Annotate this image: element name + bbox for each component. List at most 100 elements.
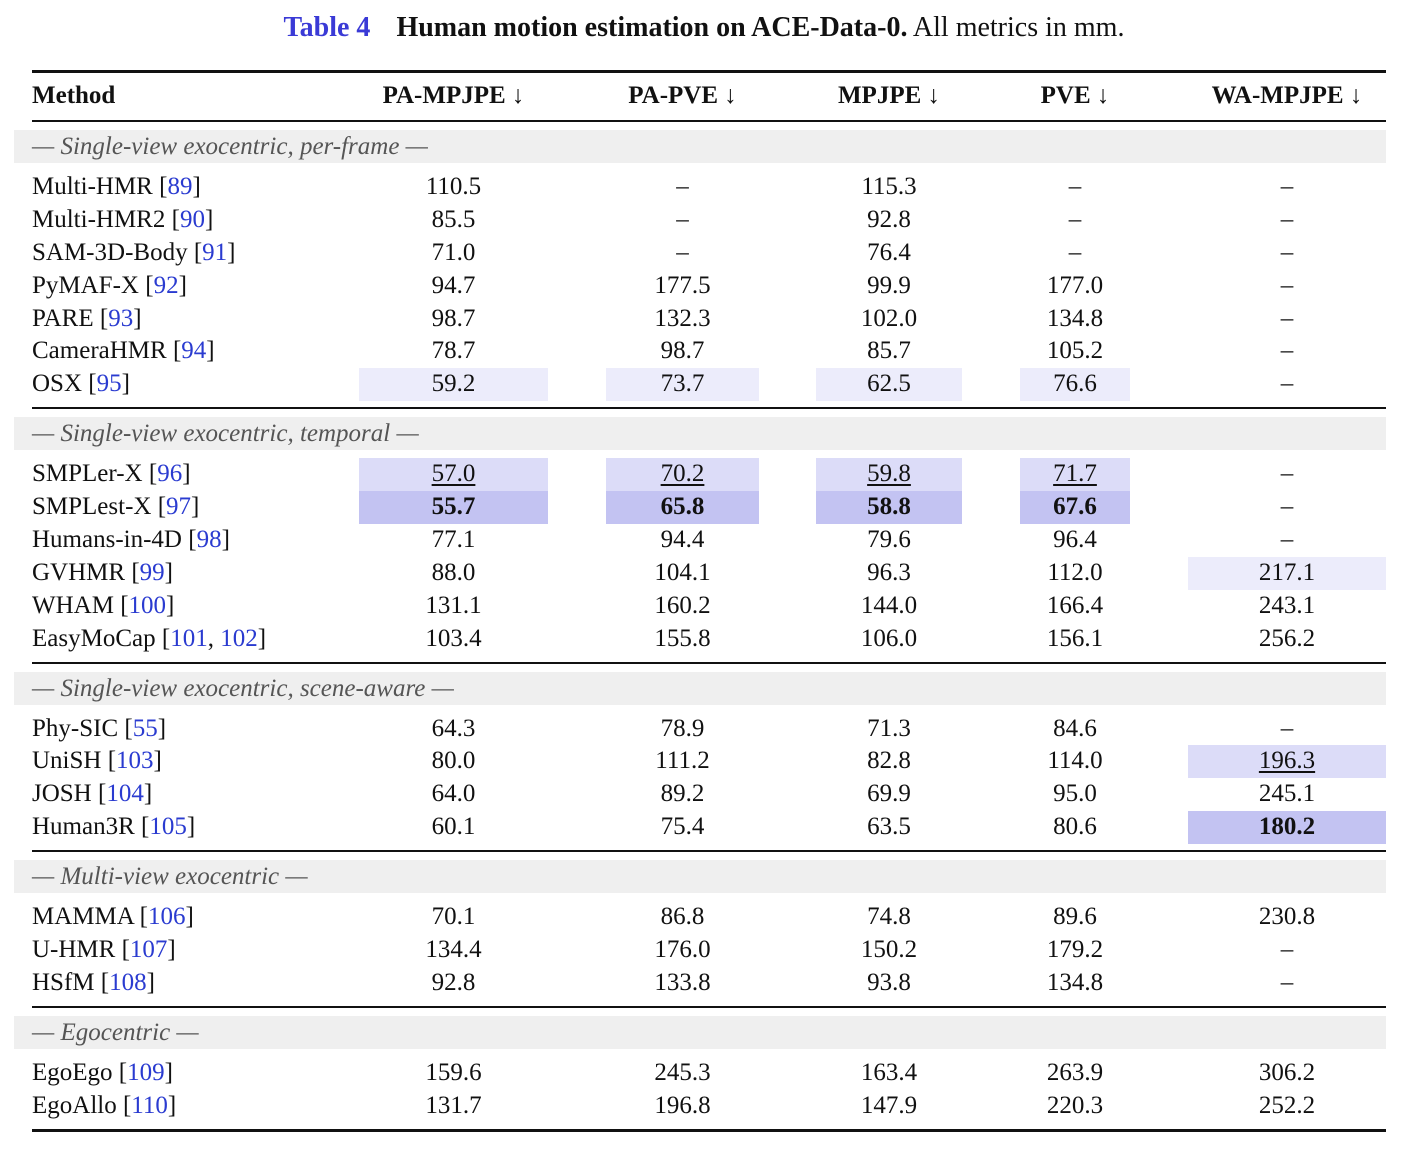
citation-link[interactable]: 101: [170, 624, 208, 652]
method-cell: Multi-HMR [89]: [32, 173, 201, 200]
value-wa-mpjpe: 217.1: [1188, 556, 1386, 590]
value-wa-mpjpe: 230.8: [1258, 903, 1316, 931]
citation-link[interactable]: 97: [166, 493, 192, 521]
value-pa-pve: 160.2: [654, 591, 711, 619]
table-body: — Single-view exocentric, per-frame — Mul…: [14, 120, 1386, 1132]
value-pve: 84.6: [1053, 714, 1097, 742]
method-cell: SAM-3D-Body [91]: [32, 238, 236, 266]
column-header-pa-pve: PA-PVE ↓: [628, 82, 737, 109]
value-pa-pve: 111.2: [655, 747, 710, 775]
citation-link[interactable]: 93: [108, 304, 134, 332]
value-wa-mpjpe: –: [1280, 714, 1294, 742]
citation-link[interactable]: 102: [220, 624, 258, 652]
table-row: EgoEgo [109] 159.6 245.3 163.4 263.9 306.2: [14, 1057, 1386, 1090]
value-pve: 220.3: [1046, 1091, 1104, 1119]
method-name: Phy-SIC: [32, 714, 119, 742]
table-row: GVHMR [99] 88.0 104.1 96.3 112.0 217.1: [14, 556, 1386, 590]
citation-link[interactable]: 104: [106, 780, 144, 808]
value-pve: 263.9: [1046, 1058, 1104, 1086]
value-mpjpe: 63.5: [867, 813, 911, 841]
method-name: EasyMoCap: [32, 624, 156, 652]
table-row: SMPLer-X [96] 57.0 70.2 59.8 71.7 –: [14, 458, 1386, 492]
section-title: — Single-view exocentric, scene-aware —: [14, 671, 1386, 705]
value-mpjpe: 115.3: [861, 173, 917, 200]
table-row: HSfM [108] 92.8 133.8 93.8 134.8 –: [14, 967, 1386, 1000]
table-row: U-HMR [107] 134.4 176.0 150.2 179.2 –: [14, 934, 1386, 967]
citation-link[interactable]: 91: [202, 238, 228, 266]
method-name: MAMMA: [32, 903, 134, 931]
citation-link[interactable]: 98: [196, 526, 222, 554]
method-cell: CameraHMR [94]: [32, 337, 215, 365]
value-pve: 95.0: [1053, 780, 1097, 808]
value-mpjpe: 93.8: [867, 968, 911, 996]
citation-link[interactable]: 108: [109, 968, 147, 996]
method-cell: Human3R [105]: [32, 813, 196, 841]
table-row: Human3R [105] 60.1 75.4 63.5 80.6 180.2: [14, 811, 1386, 845]
method-cell: U-HMR [107]: [32, 936, 176, 964]
citation-link[interactable]: 107: [129, 936, 168, 964]
value-pa-pve: 177.5: [654, 271, 711, 299]
value-pa-pve: 176.0: [654, 936, 711, 964]
citation-link[interactable]: 92: [153, 271, 179, 299]
value-pve: 76.6: [1020, 368, 1130, 402]
method-cell: UniSH [103]: [32, 747, 162, 775]
value-pa-mpjpe: 110.5: [425, 173, 482, 200]
value-pa-mpjpe: 78.7: [431, 337, 476, 365]
method-name: CameraHMR: [32, 337, 167, 365]
value-mpjpe: 144.0: [860, 591, 918, 619]
citation-link[interactable]: 96: [157, 460, 183, 488]
value-wa-mpjpe: 306.2: [1258, 1058, 1316, 1086]
citation-link[interactable]: 99: [139, 558, 165, 586]
value-pa-mpjpe: 85.5: [431, 205, 476, 233]
method-cell: EasyMoCap [101, 102]: [32, 624, 267, 652]
method-name: SMPLest-X: [32, 493, 152, 521]
value-pa-pve: 196.8: [654, 1091, 711, 1119]
citation-link[interactable]: 95: [96, 370, 122, 398]
citation-link[interactable]: 109: [127, 1058, 165, 1086]
value-wa-mpjpe: –: [1280, 337, 1294, 365]
value-wa-mpjpe: 256.2: [1258, 624, 1316, 652]
method-name: SMPLer-X: [32, 460, 143, 488]
value-pa-pve: 78.9: [660, 714, 705, 742]
value-wa-mpjpe: –: [1280, 304, 1294, 332]
citation-link[interactable]: 94: [181, 337, 207, 365]
value-mpjpe: 79.6: [867, 526, 911, 554]
citation-link[interactable]: 89: [167, 173, 193, 200]
value-mpjpe: 62.5: [816, 368, 962, 402]
citation-link[interactable]: 90: [179, 205, 205, 233]
method-name: JOSH: [32, 780, 92, 808]
value-pa-pve: 133.8: [654, 968, 711, 996]
section-rule: [32, 850, 1386, 853]
value-pa-pve: 155.8: [654, 624, 711, 652]
value-pa-mpjpe: 88.0: [431, 558, 476, 586]
section-title: — Single-view exocentric, per-frame —: [14, 130, 1386, 163]
value-pa-pve: 98.7: [660, 337, 705, 365]
value-pa-mpjpe: 71.0: [431, 238, 476, 266]
method-cell: OSX [95]: [32, 370, 130, 398]
method-name: SAM-3D-Body: [32, 238, 188, 266]
method-cell: EgoEgo [109]: [32, 1058, 173, 1086]
caption-note: All metrics in mm.: [907, 12, 1125, 43]
value-pa-pve: 245.3: [654, 1058, 711, 1086]
citation-link[interactable]: 100: [128, 591, 167, 619]
value-wa-mpjpe: 180.2: [1188, 811, 1386, 845]
value-mpjpe: 69.9: [867, 780, 911, 808]
method-name: Multi-HMR2: [32, 205, 166, 233]
column-header-wa-mpjpe: WA-MPJPE ↓: [1211, 82, 1363, 109]
value-pve: 134.8: [1046, 968, 1104, 996]
citation-link[interactable]: 110: [131, 1091, 168, 1119]
column-header-mpjpe: MPJPE ↓: [837, 82, 941, 109]
value-pa-pve: –: [676, 238, 689, 266]
table-row: Humans-in-4D [98] 77.1 94.4 79.6 96.4 –: [14, 524, 1386, 557]
value-pa-pve: 132.3: [654, 304, 711, 332]
value-pve: 179.2: [1046, 936, 1104, 964]
table-row: Phy-SIC [55] 64.3 78.9 71.3 84.6 –: [14, 713, 1386, 746]
table-row: WHAM [100] 131.1 160.2 144.0 166.4 243.1: [14, 590, 1386, 623]
citation-link[interactable]: 105: [149, 813, 187, 841]
method-cell: SMPLer-X [96]: [32, 460, 191, 488]
citation-link[interactable]: 103: [116, 747, 154, 775]
citation-link[interactable]: 106: [148, 903, 186, 931]
citation-link[interactable]: 55: [132, 714, 158, 742]
value-pa-mpjpe: 59.2: [359, 368, 548, 402]
value-pa-pve: 89.2: [660, 780, 705, 808]
